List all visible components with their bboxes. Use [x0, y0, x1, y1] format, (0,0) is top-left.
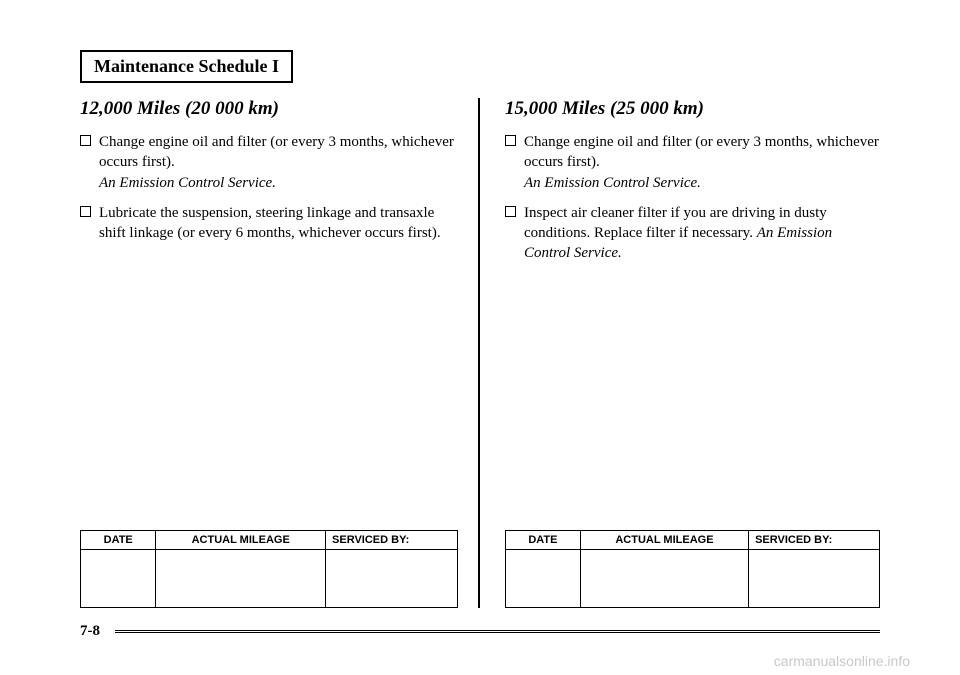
checklist-item: Change engine oil and filter (or every 3…	[505, 132, 880, 193]
table-row	[81, 550, 458, 608]
serviced-header: SERVICED BY:	[749, 531, 880, 550]
serviced-header: SERVICED BY:	[326, 531, 458, 550]
left-column: 12,000 Miles (20 000 km) Change engine o…	[80, 98, 480, 608]
right-heading: 15,000 Miles (25 000 km)	[505, 98, 880, 120]
right-column: 15,000 Miles (25 000 km) Change engine o…	[480, 98, 880, 608]
date-cell[interactable]	[81, 550, 156, 608]
footer-line	[115, 630, 880, 634]
right-service-table: DATE ACTUAL MILEAGE SERVICED BY:	[505, 530, 880, 608]
left-checklist: Change engine oil and filter (or every 3…	[80, 132, 458, 530]
title-box: Maintenance Schedule I	[80, 50, 293, 83]
content-area: Maintenance Schedule I 12,000 Miles (20 …	[50, 30, 910, 615]
item-text: Lubricate the suspension, steering linka…	[99, 203, 458, 244]
item-text: Change engine oil and filter (or every 3…	[524, 132, 880, 193]
mileage-cell[interactable]	[156, 550, 326, 608]
watermark: carmanualsonline.info	[774, 653, 910, 669]
mileage-header: ACTUAL MILEAGE	[156, 531, 326, 550]
table-header-row: DATE ACTUAL MILEAGE SERVICED BY:	[506, 531, 880, 550]
columns-wrapper: 12,000 Miles (20 000 km) Change engine o…	[80, 98, 880, 608]
item-italic-text: An Emission Control Service.	[524, 175, 701, 191]
page-container: Maintenance Schedule I 12,000 Miles (20 …	[0, 0, 960, 675]
checkbox-icon[interactable]	[505, 206, 516, 217]
serviced-cell[interactable]	[749, 550, 880, 608]
page-footer: 7-8	[50, 623, 910, 640]
checkbox-icon[interactable]	[80, 135, 91, 146]
mileage-header: ACTUAL MILEAGE	[580, 531, 748, 550]
table-row	[506, 550, 880, 608]
item-main-text: Lubricate the suspension, steering linka…	[99, 205, 441, 241]
page-number: 7-8	[80, 623, 100, 640]
checklist-item: Lubricate the suspension, steering linka…	[80, 203, 458, 244]
item-text: Inspect air cleaner filter if you are dr…	[524, 203, 880, 264]
item-main-text: Change engine oil and filter (or every 3…	[99, 134, 454, 170]
checklist-item: Change engine oil and filter (or every 3…	[80, 132, 458, 193]
checkbox-icon[interactable]	[80, 206, 91, 217]
right-checklist: Change engine oil and filter (or every 3…	[505, 132, 880, 530]
item-text: Change engine oil and filter (or every 3…	[99, 132, 458, 193]
date-header: DATE	[81, 531, 156, 550]
checkbox-icon[interactable]	[505, 135, 516, 146]
schedule-title: Maintenance Schedule I	[94, 56, 279, 76]
date-cell[interactable]	[506, 550, 581, 608]
item-italic-text: An Emission Control Service.	[99, 175, 276, 191]
checklist-item: Inspect air cleaner filter if you are dr…	[505, 203, 880, 264]
mileage-cell[interactable]	[580, 550, 748, 608]
serviced-cell[interactable]	[326, 550, 458, 608]
left-heading: 12,000 Miles (20 000 km)	[80, 98, 458, 120]
left-service-table: DATE ACTUAL MILEAGE SERVICED BY:	[80, 530, 458, 608]
table-header-row: DATE ACTUAL MILEAGE SERVICED BY:	[81, 531, 458, 550]
item-main-text: Change engine oil and filter (or every 3…	[524, 134, 879, 170]
date-header: DATE	[506, 531, 581, 550]
